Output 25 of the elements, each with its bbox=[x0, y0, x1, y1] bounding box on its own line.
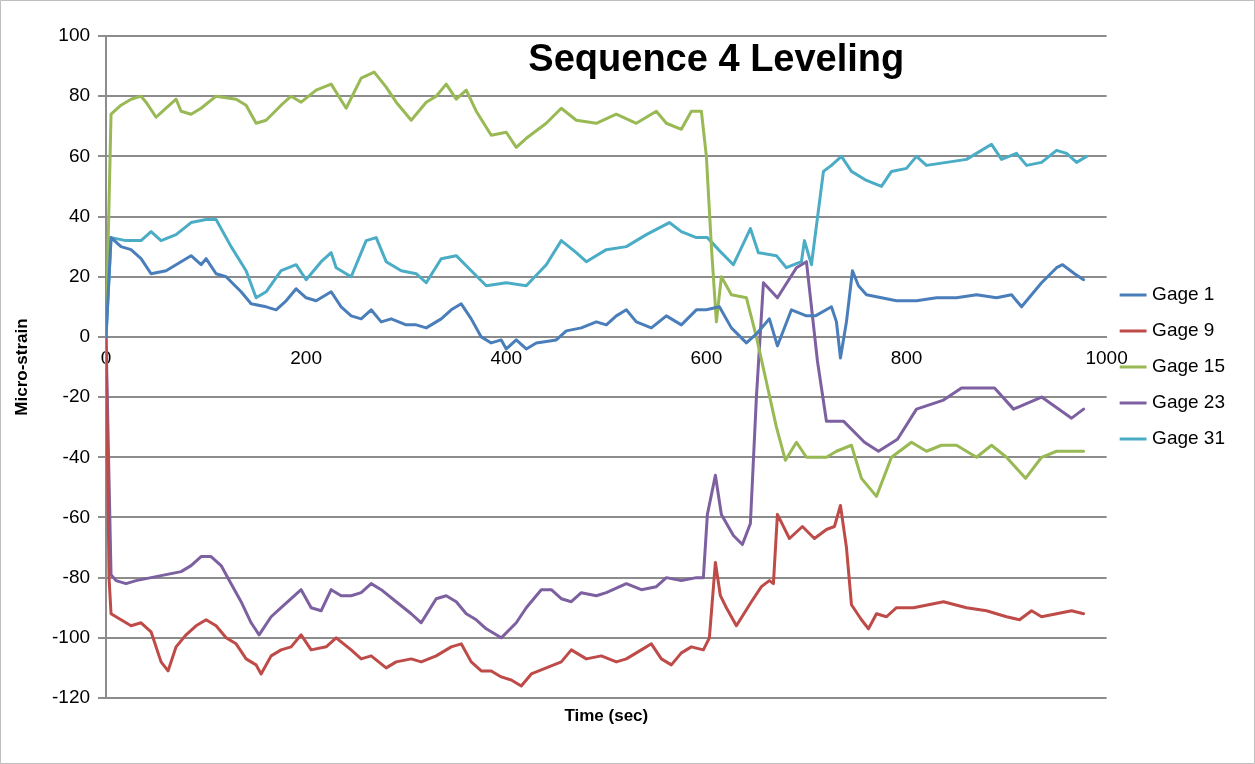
y-tick-label: 0 bbox=[79, 325, 91, 347]
x-tick-label: 200 bbox=[290, 346, 322, 368]
y-tick-label: -40 bbox=[62, 445, 91, 467]
chart-title: Sequence 4 Leveling bbox=[528, 37, 905, 80]
x-axis-title: Time (sec) bbox=[564, 706, 649, 726]
x-tick-label: 600 bbox=[690, 346, 723, 368]
y-tick-label: -20 bbox=[62, 385, 91, 407]
legend-label: Gage 9 bbox=[1152, 319, 1215, 341]
legend-label: Gage 15 bbox=[1152, 355, 1226, 377]
legend-label: Gage 1 bbox=[1152, 283, 1215, 305]
y-tick-label: -120 bbox=[52, 686, 91, 708]
x-tick-label: 400 bbox=[490, 346, 523, 368]
y-tick-label: 20 bbox=[68, 264, 91, 286]
y-tick-label: -80 bbox=[62, 565, 91, 587]
y-axis-title: Micro-strain bbox=[11, 318, 31, 416]
x-tick-label: 1000 bbox=[1085, 346, 1128, 368]
legend-label: Gage 31 bbox=[1152, 427, 1226, 449]
y-tick-label: 60 bbox=[68, 144, 91, 166]
y-tick-label: -100 bbox=[52, 626, 91, 648]
legend-label: Gage 23 bbox=[1152, 391, 1226, 413]
y-tick-label: 40 bbox=[68, 204, 91, 226]
y-tick-label: -60 bbox=[62, 505, 91, 527]
x-tick-label: 800 bbox=[890, 346, 923, 368]
y-tick-label: 100 bbox=[58, 24, 91, 46]
y-tick-label: 80 bbox=[68, 84, 91, 106]
